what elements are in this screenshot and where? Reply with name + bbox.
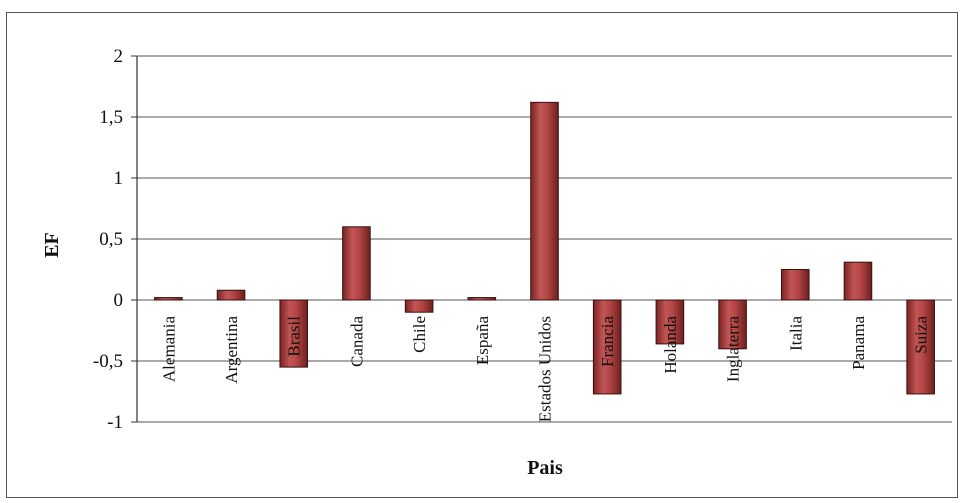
bar-francia <box>592 299 622 395</box>
x-category-label: Argentina <box>222 316 241 384</box>
bar-alemania <box>154 297 183 301</box>
x-category-label: Panama <box>849 316 868 370</box>
bar-holanda <box>655 299 685 345</box>
y-tick-labels: -1 -0,5 0 0,5 1 1,5 2 <box>93 46 123 433</box>
y-tick-label: 1,5 <box>99 107 123 128</box>
x-category-label: Italia <box>786 316 805 351</box>
x-category-label: Chile <box>410 316 429 353</box>
bar-argentina <box>216 289 246 301</box>
x-axis-title: Pais <box>527 457 563 479</box>
x-category-label: Holanda <box>661 316 680 374</box>
bar-inglaterra <box>718 299 747 350</box>
bar-estados-unidos <box>530 101 559 301</box>
gridlines <box>137 55 952 423</box>
category-labels: Alemania Argentina Brasil Canada Chile España… <box>159 316 930 423</box>
y-tick-label: 0 <box>114 290 124 311</box>
y-axis-title: EF <box>41 232 63 258</box>
bar-panama <box>843 261 873 301</box>
x-category-label: Suiza <box>912 316 931 354</box>
x-category-label: Estados Unidos <box>536 316 555 422</box>
bar-canada <box>342 226 371 301</box>
chart-frame <box>6 12 958 498</box>
x-category-label: Francia <box>598 316 617 367</box>
bar-chile <box>404 299 434 313</box>
y-tick-label: 1 <box>114 168 124 189</box>
bar-espa-a <box>467 297 497 301</box>
bars <box>154 101 935 395</box>
x-category-label: España <box>473 316 492 366</box>
y-tick-label: 2 <box>114 46 124 67</box>
y-tick-label: 0,5 <box>99 229 123 250</box>
bar-suiza <box>906 299 935 395</box>
x-category-label: Brasil <box>285 316 304 357</box>
bar-italia <box>780 269 810 301</box>
axes <box>131 55 138 423</box>
y-tick-label: -1 <box>107 412 123 433</box>
x-category-label: Canada <box>347 316 366 367</box>
bar-brasil <box>279 299 309 368</box>
x-category-label: Alemania <box>159 316 178 383</box>
x-category-label: Inglaterra <box>724 316 743 383</box>
y-tick-label: -0,5 <box>93 351 123 372</box>
